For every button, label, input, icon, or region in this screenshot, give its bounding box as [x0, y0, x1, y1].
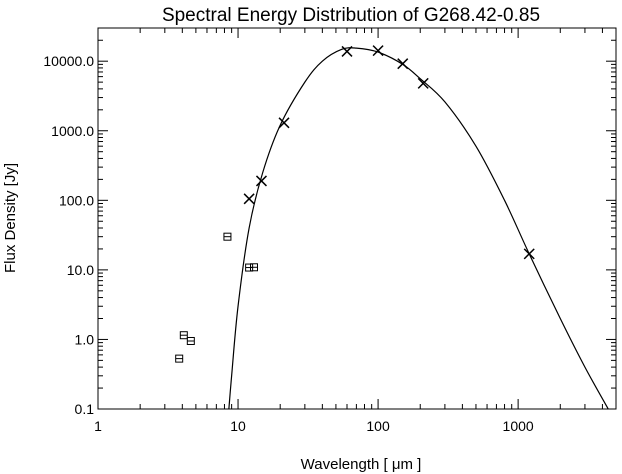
x-marker-point [255, 175, 268, 187]
x-tick-label: 100 [366, 418, 390, 434]
chart-title: Spectral Energy Distribution of G268.42-… [162, 5, 540, 26]
x-marker-point [243, 193, 255, 205]
plot-frame [97, 27, 617, 410]
square-marker-point [175, 354, 184, 363]
x-tick-label: 1000 [503, 418, 534, 434]
square-marker-point [179, 331, 188, 340]
square-marker-point [186, 336, 195, 345]
x-marker-point [278, 117, 290, 129]
y-tick-label: 100.0 [59, 192, 94, 208]
y-tick-label: 1000.0 [51, 123, 94, 139]
x-axis-label: Wavelength [ μm ] [301, 456, 422, 473]
x-marker-point [417, 77, 429, 89]
model-fit-curve [228, 47, 609, 409]
square-marker-point [249, 263, 258, 272]
x-tick-label: 10 [230, 418, 246, 434]
y-tick-label: 10.0 [67, 262, 94, 278]
y-tick-label: 0.1 [75, 401, 95, 417]
y-tick-label: 1.0 [75, 331, 95, 347]
x-tick-label: 1 [94, 418, 102, 434]
square-marker-point [223, 232, 232, 241]
y-tick-label: 10000.0 [43, 53, 94, 69]
y-axis-label: Flux Density [Jy] [2, 163, 19, 273]
